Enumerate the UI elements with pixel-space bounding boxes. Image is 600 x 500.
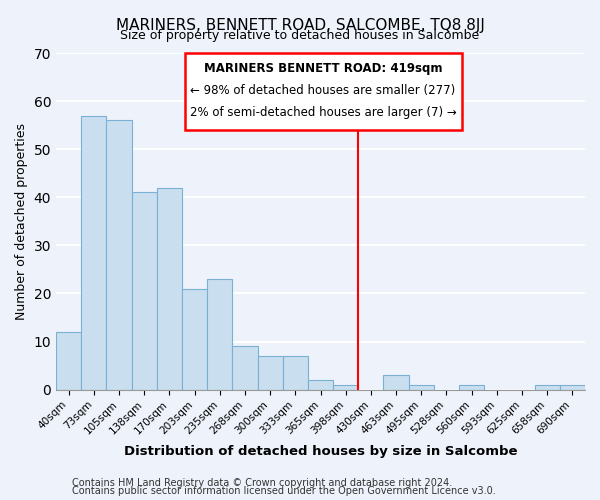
- Bar: [182, 288, 207, 390]
- Bar: [131, 192, 157, 390]
- Text: Contains public sector information licensed under the Open Government Licence v3: Contains public sector information licen…: [72, 486, 496, 496]
- Bar: [157, 188, 182, 390]
- X-axis label: Distribution of detached houses by size in Salcombe: Distribution of detached houses by size …: [124, 444, 517, 458]
- Text: Contains HM Land Registry data © Crown copyright and database right 2024.: Contains HM Land Registry data © Crown c…: [72, 478, 452, 488]
- Bar: [560, 385, 585, 390]
- Bar: [56, 332, 81, 390]
- Bar: [207, 279, 232, 390]
- Bar: [459, 385, 484, 390]
- Y-axis label: Number of detached properties: Number of detached properties: [15, 123, 28, 320]
- Bar: [283, 356, 308, 390]
- Bar: [333, 385, 358, 390]
- Text: ← 98% of detached houses are smaller (277): ← 98% of detached houses are smaller (27…: [190, 84, 455, 98]
- Bar: [308, 380, 333, 390]
- Bar: [106, 120, 131, 390]
- Text: MARINERS, BENNETT ROAD, SALCOMBE, TQ8 8JJ: MARINERS, BENNETT ROAD, SALCOMBE, TQ8 8J…: [116, 18, 484, 33]
- FancyBboxPatch shape: [185, 53, 461, 130]
- Bar: [383, 375, 409, 390]
- Text: Size of property relative to detached houses in Salcombe: Size of property relative to detached ho…: [121, 29, 479, 42]
- Bar: [535, 385, 560, 390]
- Bar: [409, 385, 434, 390]
- Bar: [232, 346, 257, 390]
- Text: MARINERS BENNETT ROAD: 419sqm: MARINERS BENNETT ROAD: 419sqm: [204, 62, 442, 74]
- Bar: [257, 356, 283, 390]
- Text: 2% of semi-detached houses are larger (7) →: 2% of semi-detached houses are larger (7…: [190, 106, 457, 119]
- Bar: [81, 116, 106, 390]
